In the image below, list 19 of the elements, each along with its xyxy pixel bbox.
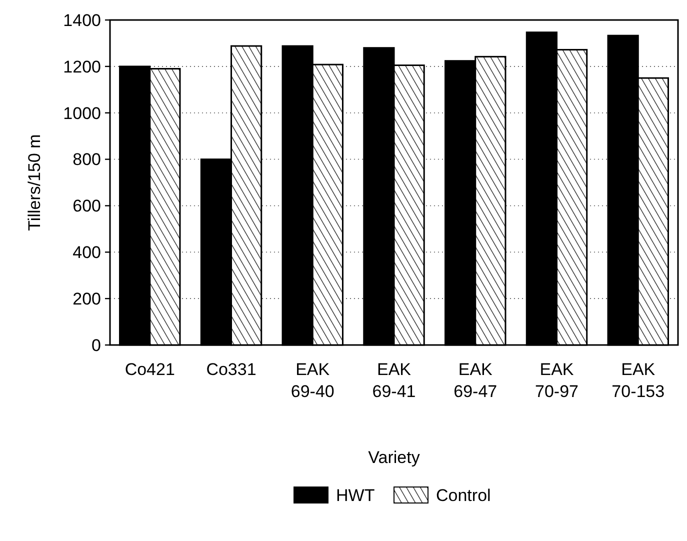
x-tick-label: EAK 69-40 (290, 360, 334, 401)
x-tick-label: EAK 69-41 (372, 360, 416, 401)
legend-label: HWT (336, 486, 375, 505)
legend-label: Control (436, 486, 491, 505)
x-tick-label: EAK 70-153 (612, 360, 665, 401)
y-tick-label: 1200 (63, 57, 101, 76)
x-tick-label: EAK 69-47 (454, 360, 498, 401)
y-tick-label: 800 (72, 150, 101, 170)
y-tick-label: 1000 (63, 104, 101, 123)
y-tick-label: 1400 (63, 10, 101, 30)
x-tick-label: EAK 70-97 (535, 360, 578, 401)
y-tick-label: 600 (72, 196, 101, 216)
x-tick-label: Co331 (206, 360, 256, 379)
y-axis-title: Tillers/150 m (25, 134, 44, 231)
y-tick-label: 200 (72, 290, 101, 309)
x-axis-title: Variety (368, 448, 420, 467)
y-tick-label: 0 (92, 336, 101, 355)
x-tick-label: Co421 (124, 360, 175, 379)
y-tick-label: 400 (72, 243, 101, 262)
